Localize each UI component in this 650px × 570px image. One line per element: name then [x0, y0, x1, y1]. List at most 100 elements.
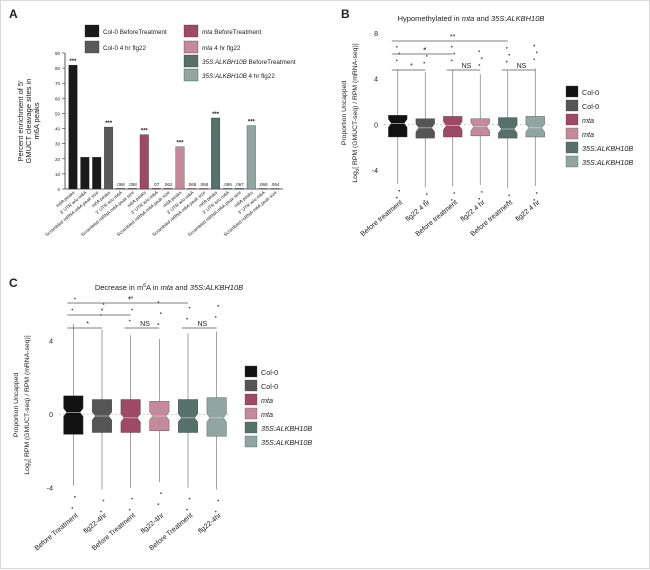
significance-label: NS	[197, 321, 207, 328]
x-tick-label: flg22 4 hr	[460, 199, 487, 224]
legend-swatch	[244, 407, 258, 420]
legend-swatch	[183, 54, 199, 68]
outlier-point	[480, 57, 483, 60]
x-tick-label: flg22-4hr	[140, 512, 166, 536]
panel-label: C	[9, 276, 18, 290]
y-tick-label: 20	[55, 157, 61, 162]
legend-label: Col-0 4 hr flg22	[103, 45, 147, 52]
outlier-point	[423, 48, 426, 50]
bar	[211, 117, 221, 190]
legend-label: mta BeforeTreatment	[202, 29, 262, 36]
bar	[80, 157, 90, 190]
outlier-point	[128, 319, 131, 322]
legend-label: Col-0 BeforeTreatment	[103, 29, 167, 36]
outlier-point	[100, 510, 102, 513]
bar	[258, 188, 268, 190]
box	[120, 399, 141, 433]
legend-swatch	[565, 99, 579, 112]
bar	[151, 188, 161, 190]
legend-label: 35S:ALKBH10B BeforeTreatment	[202, 59, 296, 66]
outlier-point	[478, 50, 481, 53]
bar	[246, 125, 256, 190]
outlier-point	[423, 61, 426, 64]
panel-label: A	[9, 7, 18, 21]
y-tick-label: 8	[374, 31, 378, 38]
legend-swatch	[565, 127, 579, 140]
outlier-point	[186, 317, 188, 320]
significance-label: *	[86, 321, 89, 328]
legend-label: mta	[261, 410, 273, 419]
bar-value-label: .068	[187, 182, 196, 187]
outlier-point	[533, 44, 536, 47]
significance-label: NS	[462, 63, 472, 70]
legend-swatch	[183, 68, 199, 82]
outlier-point	[453, 192, 456, 194]
outlier-point	[450, 59, 453, 62]
legend-swatch	[244, 393, 258, 406]
outlier-point	[128, 297, 131, 300]
legend-label: 35S:ALKBH10B	[582, 158, 633, 167]
outlier-point	[450, 45, 453, 48]
outlier-point	[453, 52, 456, 55]
bar-value-label: .069	[259, 182, 268, 187]
y-tick-label: 30	[55, 142, 61, 147]
y-tick-label: -4	[47, 486, 53, 493]
chart-title: Decrease in m6A in mta and 35S:ALKBH10B	[95, 283, 243, 292]
legend-label: Col-0	[261, 382, 278, 391]
x-tick-label: Before Treatment	[34, 512, 80, 552]
bar-value-label: .067	[235, 182, 244, 187]
outlier-point	[508, 194, 511, 197]
x-tick-label: flg22 4 hr	[405, 199, 432, 224]
bar-value-label: ***	[212, 112, 220, 118]
outlier-point	[188, 497, 191, 500]
chart-title: Hypomethylated in mta and 35S:ALKBH10B	[398, 14, 545, 23]
bar	[199, 188, 209, 190]
legend-label: mta	[582, 116, 594, 125]
box	[178, 399, 198, 433]
outlier-point	[217, 499, 220, 502]
bar	[104, 126, 114, 190]
outlier-point	[188, 306, 191, 309]
legend-swatch	[84, 24, 100, 38]
outlier-point	[478, 64, 481, 66]
bar	[270, 188, 280, 190]
box	[525, 116, 545, 138]
y-axis-label: Percent enrichment of 5'GMUCT cleavage s…	[16, 79, 41, 164]
x-tick-label: flg22-4hr	[83, 512, 109, 536]
significance-label: **	[128, 296, 134, 303]
y-tick-label: 0	[57, 187, 60, 192]
y-tick-label: 0	[49, 412, 53, 419]
outlier-point	[73, 495, 76, 498]
box	[206, 397, 227, 437]
outlier-point	[398, 189, 401, 192]
y-tick-label: 40	[55, 127, 61, 132]
outlier-point	[505, 60, 508, 63]
legend-swatch	[565, 113, 579, 126]
outlier-point	[71, 308, 74, 311]
bar-value-label: .062	[164, 182, 173, 187]
bar	[92, 157, 102, 190]
bar	[163, 188, 173, 190]
outlier-point	[535, 51, 538, 54]
legend-label: 35S:ALKBH10B	[582, 144, 633, 153]
outlier-point	[214, 510, 217, 513]
significance-label: **	[450, 34, 456, 41]
significance-label: NS	[140, 321, 150, 328]
outlier-point	[102, 499, 105, 502]
legend-swatch	[244, 435, 258, 448]
outlier-point	[505, 46, 508, 49]
legend-label: mta 4 hr flg22	[202, 45, 241, 52]
outlier-point	[214, 315, 217, 318]
outlier-point	[157, 323, 160, 326]
outlier-point	[480, 190, 483, 193]
outlier-point	[102, 303, 105, 305]
bar	[223, 188, 232, 190]
bar-value-label: .086	[223, 182, 232, 187]
outlier-point	[157, 301, 160, 304]
x-tick-label: Before treatment	[360, 199, 404, 238]
outlier-point	[159, 492, 162, 495]
outlier-point	[73, 297, 76, 300]
y-tick-label: 10	[55, 172, 61, 177]
significance-label: *	[101, 308, 104, 315]
